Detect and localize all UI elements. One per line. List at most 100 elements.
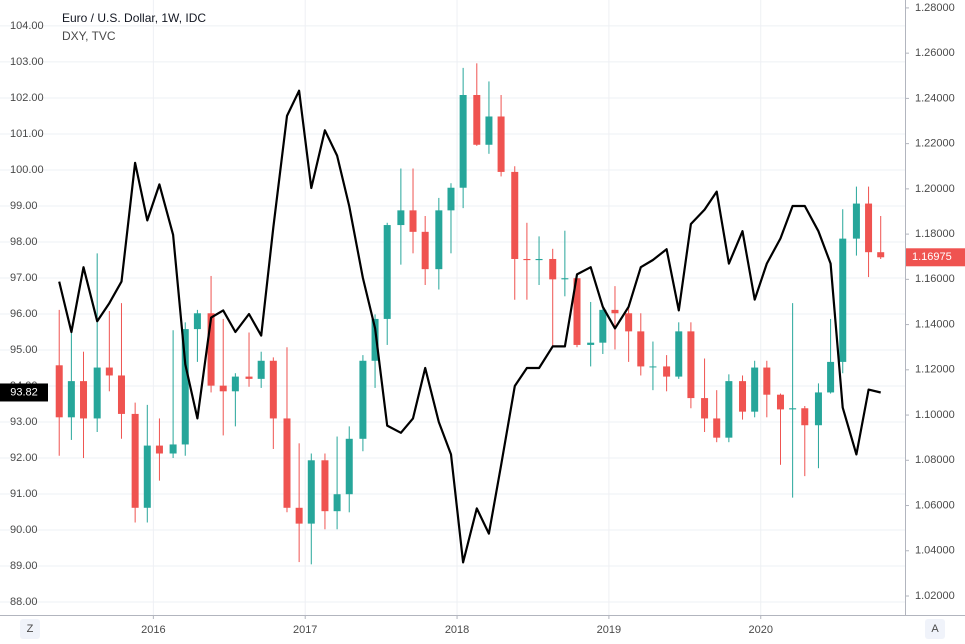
- last-value-label: 93.82: [10, 386, 38, 398]
- candle-body: [535, 258, 543, 261]
- y-tick-label: 92.00: [10, 452, 38, 464]
- candle-body: [877, 252, 885, 258]
- candle-body: [231, 376, 239, 392]
- y-tick-label: 101.00: [10, 128, 44, 140]
- button-label[interactable]: Z: [27, 623, 34, 635]
- x-tick-label: 2019: [597, 624, 621, 636]
- candle-body: [307, 460, 315, 524]
- candle-body: [739, 381, 747, 412]
- y-tick-label: 93.00: [10, 416, 38, 428]
- y2-tick-label: 1.22000: [915, 138, 955, 150]
- candle-body: [713, 418, 721, 438]
- candle-body: [421, 231, 429, 270]
- candle-body: [561, 278, 569, 280]
- candle-body: [283, 418, 291, 508]
- last-value-label: 1.16975: [912, 251, 952, 263]
- candle-body: [637, 331, 645, 367]
- chart-title: Euro / U.S. Dollar, 1W, IDC: [62, 11, 206, 25]
- candle-body: [295, 507, 303, 524]
- y-tick-label: 102.00: [10, 92, 44, 104]
- y-tick-label: 98.00: [10, 236, 38, 248]
- candle-body: [701, 398, 709, 419]
- candle-body: [93, 367, 101, 419]
- y-tick-label: 95.00: [10, 344, 38, 356]
- candle-body: [257, 360, 265, 379]
- x-tick-label: 2020: [749, 624, 773, 636]
- candle-body: [80, 381, 88, 419]
- candle-body: [852, 203, 860, 239]
- candle-body: [371, 318, 379, 361]
- grid: [0, 0, 905, 615]
- y-tick-label: 96.00: [10, 308, 38, 320]
- candle-body: [587, 342, 595, 345]
- candle-body: [333, 494, 341, 512]
- candle-body: [219, 385, 227, 392]
- candle-body: [269, 360, 277, 419]
- candle-body: [649, 366, 657, 368]
- candle-body: [663, 366, 671, 377]
- candle-body: [675, 331, 683, 377]
- y-tick-label: 88.00: [10, 596, 38, 608]
- candle-body: [55, 365, 63, 418]
- candle-body: [155, 445, 163, 454]
- line: [58, 89, 881, 564]
- y2-tick-label: 1.20000: [915, 183, 955, 195]
- button-bg[interactable]: [20, 619, 40, 639]
- candle-body: [497, 116, 505, 172]
- candle-body: [865, 203, 873, 253]
- candle-body: [409, 210, 417, 232]
- candle-body: [435, 210, 443, 270]
- candle-body: [725, 381, 733, 438]
- candle-body: [789, 408, 797, 410]
- candle-body: [397, 210, 405, 226]
- candle-body: [839, 238, 847, 362]
- y2-tick-label: 1.16000: [915, 273, 955, 285]
- candle-body: [599, 309, 607, 343]
- candle-body: [687, 331, 695, 399]
- zoom-button[interactable]: Z: [20, 619, 40, 639]
- y2-tick-label: 1.06000: [915, 499, 955, 511]
- candle-body: [485, 116, 493, 145]
- y-tick-label: 89.00: [10, 560, 38, 572]
- y2-tick-label: 1.12000: [915, 364, 955, 376]
- candle-body: [105, 367, 113, 376]
- x-tick-label: 2017: [293, 624, 317, 636]
- candle-body: [776, 394, 784, 410]
- candle-body: [345, 438, 353, 495]
- y2-tick-label: 1.14000: [915, 318, 955, 330]
- candle-body: [67, 381, 75, 418]
- candle-body: [763, 367, 771, 395]
- candle-body: [814, 392, 822, 426]
- y2-tick-label: 1.04000: [915, 545, 955, 557]
- candle-body: [801, 408, 809, 426]
- candle-body: [143, 445, 151, 508]
- auto-scale-button[interactable]: A: [925, 619, 945, 639]
- last-value-box: [906, 248, 965, 267]
- button-label[interactable]: A: [931, 623, 939, 635]
- button-bg[interactable]: [925, 619, 945, 639]
- candle-body: [523, 258, 531, 261]
- candle-body: [383, 225, 391, 319]
- candle-body: [181, 329, 189, 445]
- candle-body: [625, 313, 633, 332]
- y2-tick-label: 1.08000: [915, 454, 955, 466]
- candle-body: [193, 313, 201, 330]
- candle-body: [751, 367, 759, 412]
- chart-subtitle: DXY, TVC: [62, 29, 116, 43]
- candle-body: [207, 313, 215, 386]
- y2-tick-label: 1.26000: [915, 47, 955, 59]
- y-tick-label: 90.00: [10, 524, 38, 536]
- y-tick-label: 97.00: [10, 272, 38, 284]
- y-tick-label: 103.00: [10, 56, 44, 68]
- candle-body: [447, 187, 455, 211]
- plot: [55, 63, 885, 565]
- x-tick-label: 2016: [141, 624, 165, 636]
- last-value-box: [0, 383, 48, 402]
- y2-tick-label: 1.28000: [915, 2, 955, 14]
- candle-body: [511, 171, 519, 259]
- candle-body: [169, 444, 177, 454]
- y2-tick-label: 1.18000: [915, 228, 955, 240]
